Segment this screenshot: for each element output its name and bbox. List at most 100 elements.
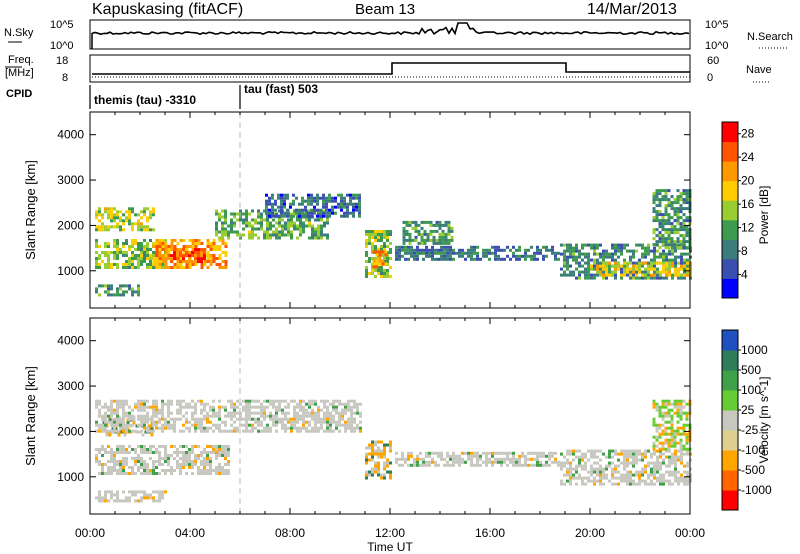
echo-cell <box>398 457 401 461</box>
echo-cell <box>251 230 254 234</box>
echo-cell <box>407 248 410 252</box>
echo-cell <box>263 408 266 412</box>
echo-cell <box>554 254 557 258</box>
echo-cell <box>251 423 254 427</box>
echo-cell <box>236 212 239 216</box>
echo-cell <box>320 227 323 231</box>
echo-cell <box>365 455 368 459</box>
echo-cell <box>680 461 683 465</box>
echo-cell <box>683 270 686 274</box>
echo-cell <box>284 399 287 403</box>
echo-cell <box>110 213 113 217</box>
echo-cell <box>167 426 170 430</box>
echo-cell <box>143 493 146 497</box>
echo-cell <box>224 233 227 237</box>
echo-cell <box>161 239 165 242</box>
echo-cell <box>287 221 290 225</box>
echo-cell <box>107 284 110 288</box>
echo-cell <box>278 236 281 240</box>
echo-cell <box>377 461 380 465</box>
echo-cell <box>656 467 659 471</box>
echo-cell <box>670 240 674 244</box>
echo-cell <box>653 470 656 474</box>
echo-cell <box>420 232 424 236</box>
echo-cell <box>122 266 125 269</box>
nsky-line <box>91 22 690 36</box>
echo-cell <box>245 411 248 415</box>
echo-cell <box>338 399 341 403</box>
echo-cell <box>233 224 236 228</box>
echo-cell <box>408 220 412 224</box>
echo-cell <box>575 482 578 486</box>
echo-cell <box>680 264 683 268</box>
echo-cell <box>140 496 143 500</box>
echo-cell <box>251 411 254 415</box>
echo-cell <box>176 254 179 258</box>
echo-cell <box>209 445 212 448</box>
echo-cell <box>611 461 614 465</box>
echo-cell <box>110 472 113 475</box>
echo-cell <box>664 213 668 217</box>
echo-cell <box>644 452 647 456</box>
echo-cell <box>143 210 146 214</box>
echo-cell <box>143 408 146 412</box>
echo-cell <box>146 254 149 257</box>
echo-cell <box>667 432 671 436</box>
echo-cell <box>206 266 210 269</box>
echo-cell <box>596 449 599 453</box>
echo-cell <box>632 479 635 483</box>
echo-cell <box>512 454 515 458</box>
echo-cell <box>650 461 653 465</box>
echo-cell <box>116 248 119 251</box>
echo-cell <box>311 233 314 237</box>
echo-cell <box>128 411 131 415</box>
echo-cell <box>566 273 569 277</box>
echo-cell <box>611 258 614 262</box>
echo-cell <box>414 226 418 230</box>
echo-cell <box>176 399 179 403</box>
echo-cell <box>383 446 386 450</box>
echo-cell <box>158 496 161 500</box>
echo-cell <box>152 445 155 448</box>
echo-cell <box>623 246 626 250</box>
echo-cell <box>266 224 269 228</box>
echo-cell <box>245 224 248 228</box>
echo-cell <box>245 426 248 430</box>
echo-cell <box>110 420 113 424</box>
date-label: 14/Mar/2013 <box>587 1 677 18</box>
echo-cell <box>197 466 200 469</box>
echo-cell <box>197 469 200 472</box>
echo-cell <box>655 240 659 244</box>
echo-cell <box>661 417 665 421</box>
echo-cell <box>233 221 236 225</box>
echo-cell <box>122 414 125 418</box>
echo-cell <box>605 267 608 271</box>
echo-cell <box>632 461 635 465</box>
echo-cell <box>317 218 320 222</box>
echo-cell <box>251 224 254 228</box>
echo-cell <box>197 445 200 448</box>
echo-cell <box>658 405 662 409</box>
echo-cell <box>680 458 683 462</box>
echo-cell <box>682 426 686 430</box>
echo-cell <box>346 193 349 197</box>
echo-cell <box>676 222 680 226</box>
echo-cell <box>560 243 563 247</box>
echo-cell <box>98 408 101 412</box>
echo-cell <box>101 448 104 451</box>
echo-cell <box>661 225 665 229</box>
echo-cell <box>389 476 392 480</box>
echo-cell <box>350 414 353 418</box>
echo-cell <box>572 473 575 477</box>
echo-cell <box>599 267 602 271</box>
echo-cell <box>626 476 629 480</box>
echo-cell <box>470 457 473 461</box>
echo-cell <box>271 205 274 209</box>
echo-cell <box>194 248 197 252</box>
echo-cell <box>670 438 674 442</box>
echo-cell <box>164 242 168 245</box>
echo-cell <box>137 469 140 472</box>
echo-cell <box>482 451 485 455</box>
echo-cell <box>679 228 683 232</box>
echo-cell <box>215 414 218 418</box>
